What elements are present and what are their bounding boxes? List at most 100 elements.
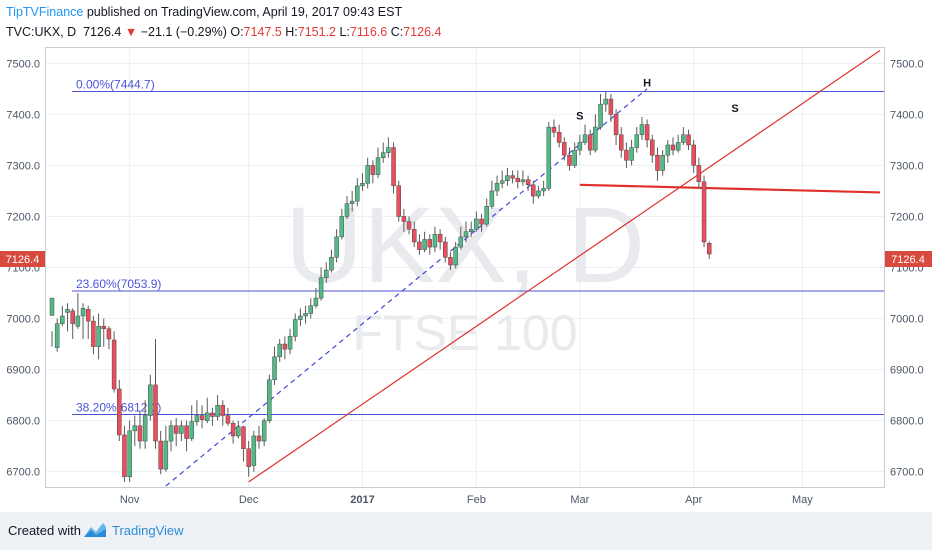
candle-body	[386, 147, 391, 153]
candle-body	[629, 147, 634, 161]
candle-body	[422, 239, 427, 250]
footer-bar: Created with TradingView	[0, 512, 932, 550]
candle-body	[339, 216, 345, 238]
candle-body	[256, 435, 262, 442]
candle-body	[520, 179, 526, 182]
candle-body	[551, 126, 557, 133]
candle-body	[608, 98, 614, 115]
drawing-lines	[165, 50, 881, 487]
candle-body	[329, 257, 334, 271]
candle-body	[158, 440, 163, 470]
x-tick-label: Nov	[120, 494, 140, 506]
candle-body	[665, 144, 671, 156]
candle-body	[468, 228, 474, 233]
candle-body	[655, 154, 660, 171]
x-tick-label: Apr	[685, 494, 702, 506]
y-tick-label: 7500.0	[890, 58, 924, 70]
candle-body	[489, 190, 495, 207]
candle-body	[365, 165, 370, 184]
tradingview-link[interactable]: TradingView	[112, 523, 184, 538]
candle-body	[619, 134, 624, 151]
candle-body	[137, 425, 143, 442]
dashed-channel-line	[165, 88, 648, 487]
candle-body	[184, 425, 189, 439]
candle-body	[230, 422, 236, 437]
candle-body	[546, 126, 552, 189]
open-label: O:	[230, 25, 244, 39]
candle-body	[111, 339, 117, 390]
candle-body	[54, 323, 60, 348]
candle-body	[531, 184, 536, 197]
candle-body	[85, 309, 91, 322]
candle-body	[324, 269, 329, 278]
last-price: 7126.4	[83, 25, 122, 39]
candle-body	[515, 177, 520, 182]
candle-body	[132, 425, 138, 432]
candle-body	[644, 124, 650, 141]
candle-body	[474, 218, 479, 230]
y-tick-label: 7000.0	[6, 314, 40, 326]
y-axis-right: 6700.06800.06900.07000.07100.07200.07300…	[890, 58, 924, 478]
last-price-tag-right: 7126.4	[885, 251, 932, 267]
candle-body	[443, 241, 448, 258]
candle-body	[427, 239, 433, 248]
publish-line: TipTVFinance published on TradingView.co…	[6, 5, 402, 19]
candle-body	[463, 231, 469, 238]
plot-border	[45, 47, 885, 488]
x-tick-label: 2017	[350, 494, 374, 506]
candle-body	[536, 190, 541, 197]
candle-body	[241, 426, 246, 449]
fib-level-label: 0.00%(7444.7)	[76, 78, 155, 92]
candle-body	[292, 319, 298, 337]
candle-body	[577, 142, 583, 151]
candle-body	[189, 421, 194, 439]
candle-body	[701, 181, 707, 243]
price-tag-right-text: 7126.4	[891, 254, 925, 266]
created-with-text: Created with	[8, 523, 81, 538]
y-tick-label: 7500.0	[6, 58, 40, 70]
candle-body	[691, 144, 696, 166]
symbol-line: TVC:UKX, D 7126.4 ▼ −21.1 (−0.29%) O:714…	[6, 25, 441, 39]
tradingview-logo-icon[interactable]	[83, 521, 107, 544]
candle-body	[675, 142, 681, 151]
candle-body	[75, 315, 81, 327]
candle-body	[541, 188, 546, 192]
y-tick-label: 6800.0	[6, 416, 40, 428]
candle-body	[272, 356, 277, 381]
candle-body	[417, 241, 422, 250]
candle-body	[101, 325, 106, 330]
candle-body	[142, 415, 148, 442]
y-tick-label: 6700.0	[890, 467, 924, 479]
candle-body	[318, 277, 324, 299]
candle-body	[65, 309, 70, 313]
candle-body	[432, 234, 438, 248]
candle-body	[277, 343, 282, 358]
low-label: L:	[339, 25, 350, 39]
y-tick-label: 6700.0	[6, 467, 40, 479]
candle-body	[282, 343, 288, 350]
candle-body	[370, 165, 376, 175]
candle-body	[199, 415, 205, 420]
candle-body	[106, 328, 112, 340]
publisher-name[interactable]: TipTVFinance	[6, 5, 84, 19]
x-tick-label: Feb	[467, 494, 486, 506]
candle-body	[681, 134, 686, 143]
candle-body	[360, 183, 365, 187]
candle-body	[412, 228, 417, 243]
y-tick-label: 7000.0	[890, 314, 924, 326]
pattern-label: S	[731, 103, 738, 115]
candle-body	[122, 434, 127, 478]
published-text: published on TradingView.com, April 19, …	[86, 5, 403, 19]
price-tag-left-text: 7126.4	[6, 254, 40, 266]
candle-body	[298, 315, 303, 320]
candle-body	[148, 384, 153, 416]
y-tick-label: 6800.0	[890, 416, 924, 428]
candle-body	[246, 448, 251, 467]
candle-body	[453, 246, 458, 266]
candle-body	[706, 243, 712, 255]
candle-body	[484, 205, 489, 225]
candle-body	[173, 425, 179, 434]
candle-body	[308, 305, 313, 314]
candle-body	[349, 200, 355, 204]
